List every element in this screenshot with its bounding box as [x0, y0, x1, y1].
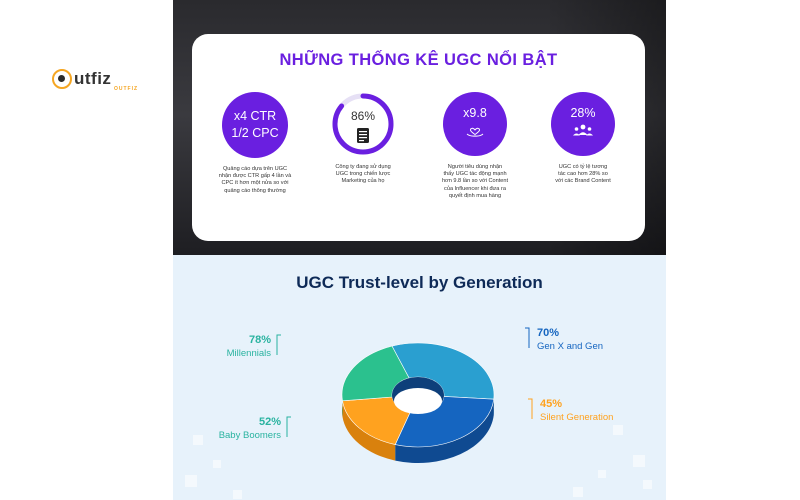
stat-consumers: x9.8 Người tiêu dùng nhận thấy UGC tác đ…: [420, 92, 530, 200]
desc-line: với các Brand Content: [555, 178, 611, 185]
callout-line-silent-generation: [528, 398, 533, 419]
desc-line: Quảng cáo dựa trên UGC: [222, 166, 288, 172]
stat-ctr-desc: Quảng cáo dựa trên UGC nhận được CTR gấp…: [200, 166, 310, 195]
stats-panel: NHỮNG THỐNG KÊ UGC NỔI BẬT x4 CTR 1/2 CP…: [173, 0, 666, 255]
desc-line: của Influencer khi đưa ra: [444, 185, 506, 192]
stat-ctr-circle: x4 CTR 1/2 CPC: [222, 92, 288, 158]
people-icon: [573, 124, 593, 135]
percent-label-silent-generation: 45%: [540, 398, 562, 410]
stat-companies: 86% Công ty đang sử dụng UGC trong chiến…: [308, 92, 418, 186]
stat-consumers-circle: x9.8: [443, 92, 507, 156]
desc-line: hơn 9.8 lần so với Content: [441, 178, 509, 185]
desc-line: thấy UGC tác động mạnh: [443, 171, 507, 178]
desc-line: Người tiêu dùng nhận: [447, 164, 503, 170]
trust-chart-panel: UGC Trust-level by Generation 78% Millenn…: [173, 255, 666, 500]
desc-line: quyết định mua hàng: [448, 192, 502, 199]
callout-line-gen-x-and-gen: [525, 327, 530, 348]
donut-chart: 78% Millennials 70% Gen X and Gen 45% Silent …: [219, 327, 613, 463]
outfiz-logo: utfiz OUTFIZ: [52, 66, 137, 92]
logo-subtext: OUTFIZ: [114, 86, 139, 92]
stat-companies-desc: Công ty đang sử dụng UGC trong chiến lượ…: [308, 164, 418, 186]
desc-line: Công ty đang sử dụng: [335, 164, 391, 170]
category-label-silent-generation: Silent Generation: [540, 412, 613, 423]
desc-line: nhận được CTR gấp 4 lần và: [218, 173, 292, 180]
desc-line: Marketing của họ: [341, 178, 385, 185]
stat-ctr-line1: x4 CTR: [233, 109, 277, 123]
logo-o-icon: [52, 69, 72, 89]
stat-ctr: x4 CTR 1/2 CPC Quảng cáo dựa trên UGC nh…: [200, 92, 310, 195]
desc-line: CPC ít hơn một nửa so với: [221, 180, 289, 187]
progress-ring: [332, 93, 394, 155]
desc-line: UGC trong chiến lược: [335, 171, 391, 178]
stat-engagement: 28% UGC có tỷ lệ tương tác cao hơn 28% s…: [528, 92, 638, 186]
stat-companies-value: 86%: [350, 109, 376, 123]
logo-text: utfiz: [74, 69, 112, 88]
stat-engagement-circle: 28%: [551, 92, 615, 156]
heart-hand-icon: [466, 127, 484, 137]
desc-line: tác cao hơn 28% so: [558, 171, 608, 178]
percent-label-gen-x-and-gen: 70%: [537, 327, 559, 339]
stat-engagement-value: 28%: [570, 105, 596, 120]
percent-label-millennials: 78%: [249, 334, 271, 346]
stat-consumers-desc: Người tiêu dùng nhận thấy UGC tác động m…: [420, 164, 530, 200]
desc-line: UGC có tỷ lệ tương: [558, 164, 608, 170]
chart-title: UGC Trust-level by Generation: [296, 273, 543, 292]
slice-side-silent-generation: [342, 400, 396, 461]
stat-consumers-value: x9.8: [463, 105, 487, 120]
category-label-gen-x-and-gen: Gen X and Gen: [537, 341, 603, 352]
donut-hole-center: [394, 388, 442, 414]
document-icon: [357, 128, 369, 143]
stats-card-title: NHỮNG THỐNG KÊ UGC NỔI BẬT: [279, 51, 558, 69]
stat-companies-ring: 86%: [331, 92, 395, 156]
category-label-millennials: Millennials: [227, 348, 272, 359]
callout-line-baby-boomers: [286, 416, 291, 437]
stats-card: NHỮNG THỐNG KÊ UGC NỔI BẬT x4 CTR 1/2 CP…: [192, 34, 645, 241]
stat-ctr-line2: 1/2 CPC: [231, 126, 279, 140]
percent-label-baby-boomers: 52%: [259, 416, 281, 428]
callout-line-millennials: [276, 334, 281, 355]
category-label-baby-boomers: Baby Boomers: [219, 430, 282, 441]
stat-engagement-desc: UGC có tỷ lệ tương tác cao hơn 28% so vớ…: [528, 164, 638, 186]
desc-line: quảng cáo thông thường: [224, 187, 286, 194]
